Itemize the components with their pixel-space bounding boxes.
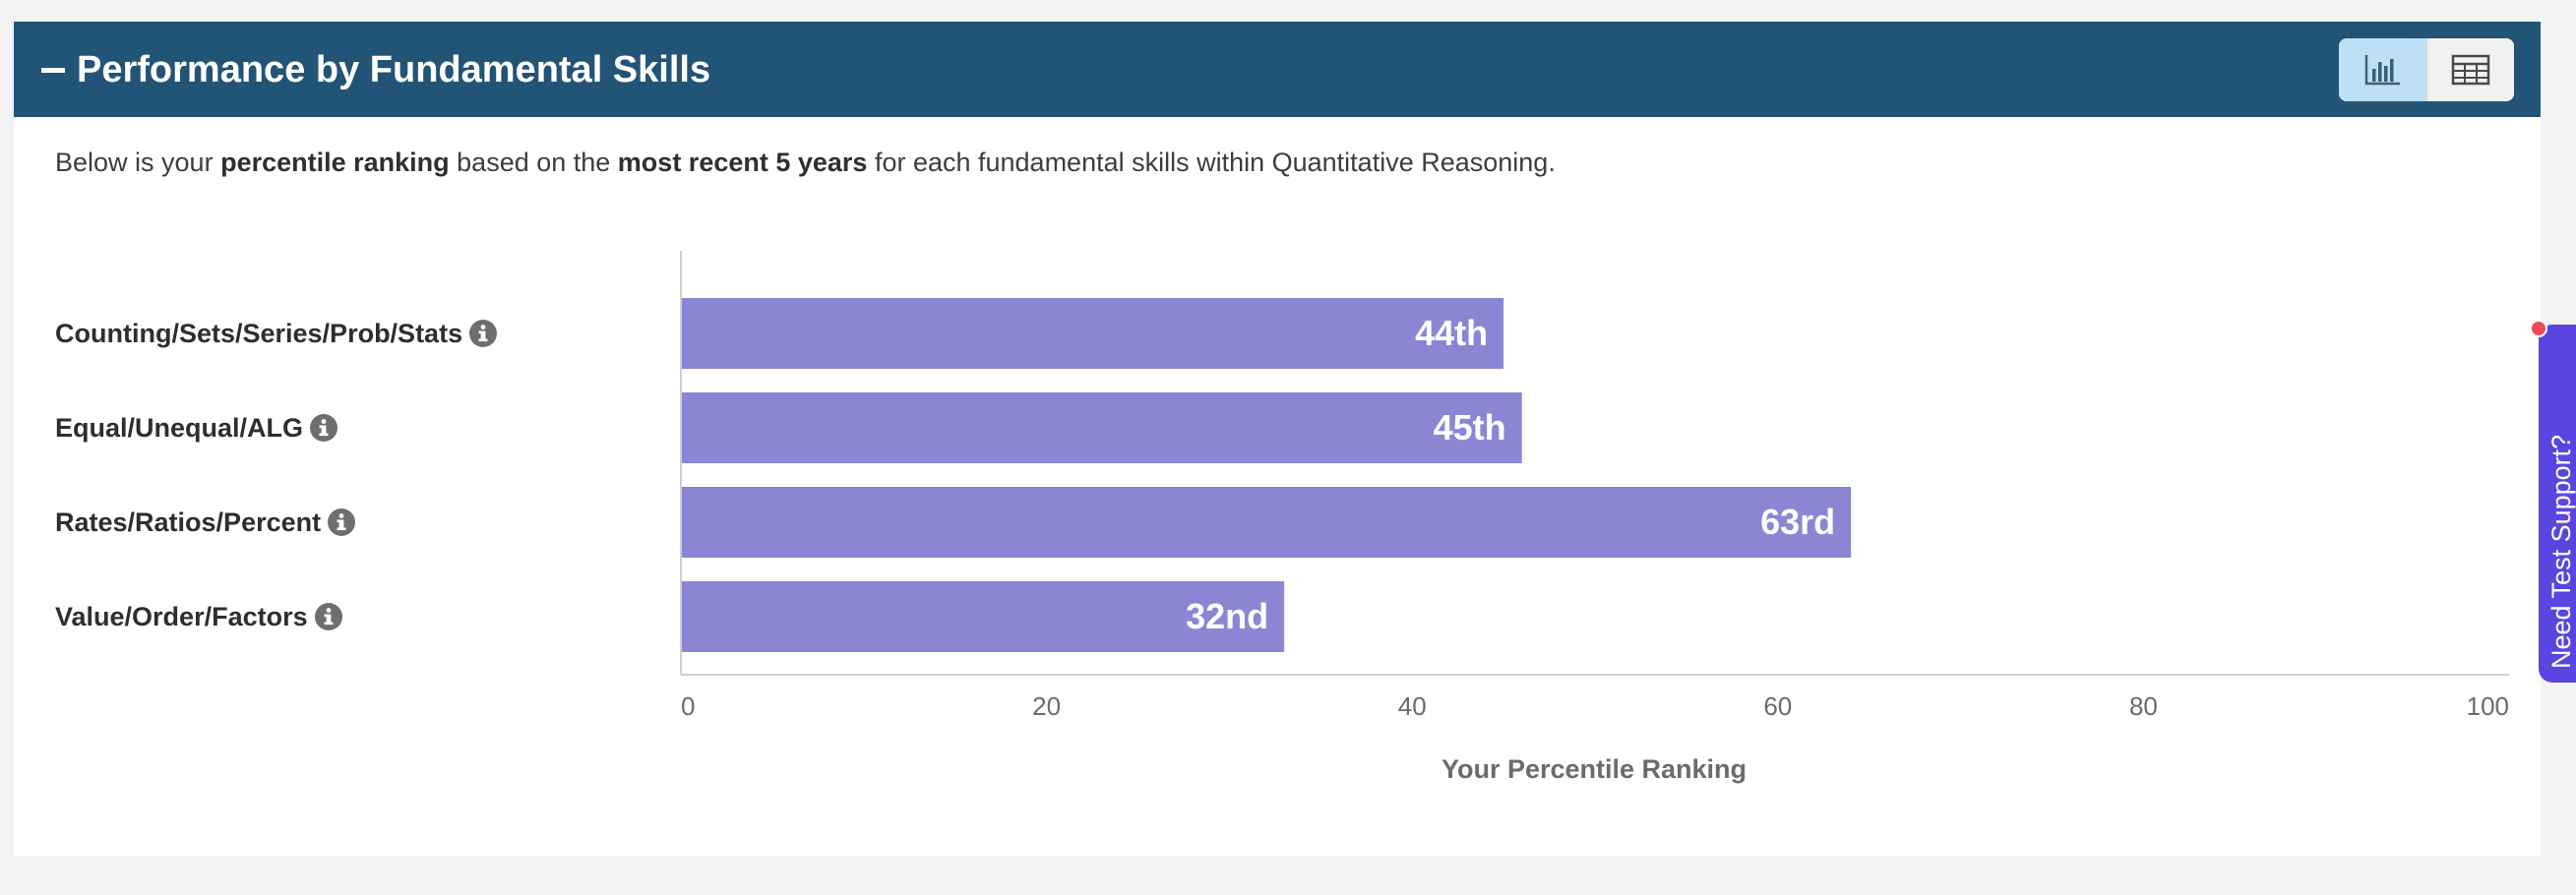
collapse-toggle[interactable]	[41, 68, 65, 73]
info-icon[interactable]	[327, 507, 356, 537]
x-tick-label: 60	[1763, 691, 1792, 721]
bar-value-label: 32nd	[1186, 596, 1268, 636]
x-tick-label: 40	[1398, 691, 1427, 721]
x-tick-label: 100	[2467, 691, 2509, 721]
notification-dot	[2530, 320, 2547, 337]
bar[interactable]	[682, 581, 1285, 652]
desc-middle: based on the	[449, 148, 618, 177]
test-support-label: Need Test Support?	[2546, 434, 2576, 669]
x-tick-label: 20	[1032, 691, 1061, 721]
bar-value-label: 63rd	[1760, 502, 1835, 542]
desc-prefix: Below is your	[55, 148, 221, 177]
bar[interactable]	[682, 487, 1852, 558]
x-tick-label: 80	[2129, 691, 2158, 721]
category-label: Equal/Unequal/ALG	[55, 408, 338, 448]
bar[interactable]	[682, 392, 1522, 463]
bar[interactable]	[682, 298, 1504, 369]
info-icon[interactable]	[314, 602, 343, 631]
x-tick-label: 0	[681, 691, 695, 721]
category-label: Value/Order/Factors	[55, 597, 343, 636]
desc-suffix: for each fundamental skills within Quant…	[867, 148, 1556, 177]
chart-description: Below is your percentile ranking based o…	[55, 143, 1556, 182]
panel-title: Performance by Fundamental Skills	[77, 49, 711, 90]
category-label: Counting/Sets/Series/Prob/Stats	[55, 314, 498, 353]
category-label: Rates/Ratios/Percent	[55, 503, 356, 542]
category-label-text: Counting/Sets/Series/Prob/Stats	[55, 318, 463, 348]
bar-chart-icon	[2364, 55, 2400, 86]
category-label-text: Rates/Ratios/Percent	[55, 507, 322, 537]
skills-panel: Performance by Fundamental Skills	[14, 22, 2541, 856]
info-icon[interactable]	[468, 319, 498, 348]
panel-header: Performance by Fundamental Skills	[14, 22, 2541, 117]
table-view-button[interactable]	[2426, 38, 2514, 101]
bar-value-label: 44th	[1415, 313, 1488, 353]
table-icon	[2451, 54, 2490, 86]
category-label-text: Value/Order/Factors	[55, 601, 308, 631]
info-icon[interactable]	[309, 413, 338, 443]
x-axis-title: Your Percentile Ranking	[1441, 754, 1748, 784]
desc-bold-years: most recent 5 years	[617, 148, 868, 177]
chart-view-button[interactable]	[2339, 38, 2426, 101]
view-switch	[2339, 38, 2514, 101]
bar-value-label: 45th	[1434, 407, 1506, 448]
desc-bold-ranking: percentile ranking	[220, 148, 450, 177]
category-label-text: Equal/Unequal/ALG	[55, 412, 304, 443]
test-support-tab[interactable]: Need Test Support?	[2539, 325, 2576, 683]
